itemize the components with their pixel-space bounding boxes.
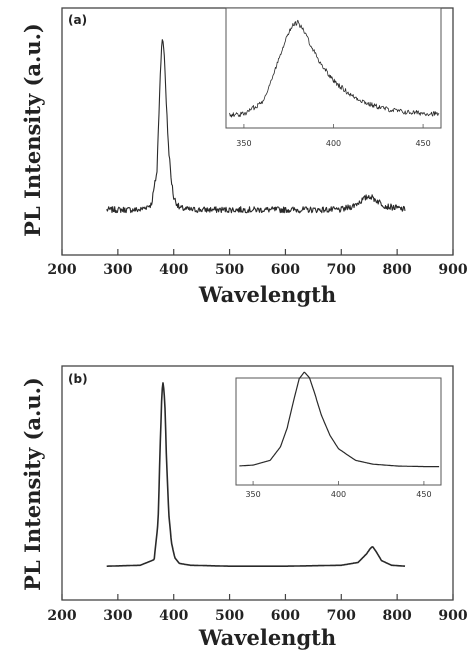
plot-frame bbox=[61, 365, 454, 601]
inset-spectrum-line bbox=[229, 19, 440, 118]
x-tick-label: 600 bbox=[271, 608, 300, 624]
x-tick-label: 600 bbox=[271, 262, 300, 278]
x-tick-label: 700 bbox=[327, 608, 356, 624]
x-tick-label: 200 bbox=[47, 262, 76, 278]
inset-x-tick-label: 400 bbox=[326, 139, 341, 148]
x-axis-title: Wavelength bbox=[198, 282, 336, 307]
x-tick-label: 900 bbox=[438, 262, 467, 278]
inset-x-tick-label: 450 bbox=[416, 490, 431, 499]
x-tick-label: 200 bbox=[47, 608, 76, 624]
y-axis-title: PL Intensity (a.u.) bbox=[20, 377, 45, 591]
x-tick-label: 800 bbox=[383, 262, 412, 278]
x-tick-label: 700 bbox=[327, 262, 356, 278]
x-tick-label: 300 bbox=[103, 262, 132, 278]
x-tick-label: 500 bbox=[215, 608, 244, 624]
pl-spectrum-line bbox=[106, 382, 406, 567]
x-tick-label: 900 bbox=[438, 608, 467, 624]
pl-spectrum-line bbox=[106, 39, 406, 214]
inset-x-tick-label: 350 bbox=[236, 139, 251, 148]
panel-label: (b) bbox=[68, 372, 88, 386]
panel-a: 200 300 400 500 600 700 800 900 (a) Wavelength PL … bbox=[20, 7, 468, 307]
inset-frame bbox=[235, 377, 442, 486]
x-tick-label: 500 bbox=[215, 262, 244, 278]
inset-plot: 350 400 450 bbox=[235, 371, 442, 499]
inset-x-tick-label: 350 bbox=[245, 490, 260, 499]
inset-frame bbox=[225, 7, 442, 129]
panel-b: 200 300 400 500 600 700 800 900 (b) Wavelength PL … bbox=[20, 365, 468, 650]
inset-x-tick-label: 450 bbox=[415, 139, 430, 148]
x-tick-label: 300 bbox=[103, 608, 132, 624]
inset-x-tick-label: 400 bbox=[331, 490, 346, 499]
inset-plot: 350 400 450 bbox=[225, 7, 442, 148]
y-axis-title: PL Intensity (a.u.) bbox=[20, 23, 45, 237]
inset-spectrum-line bbox=[239, 371, 440, 468]
x-tick-label: 400 bbox=[159, 608, 188, 624]
x-tick-label: 400 bbox=[159, 262, 188, 278]
panel-label: (a) bbox=[68, 13, 87, 27]
x-tick-label: 800 bbox=[383, 608, 412, 624]
x-axis-title: Wavelength bbox=[198, 625, 336, 650]
